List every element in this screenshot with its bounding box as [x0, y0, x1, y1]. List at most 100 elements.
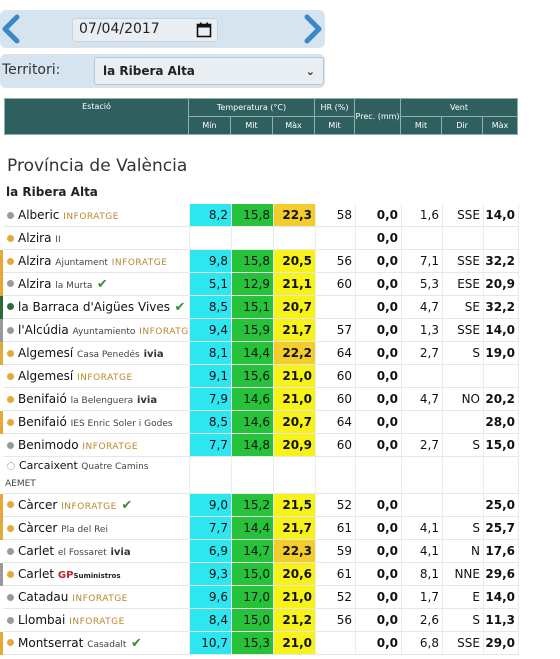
station-name-cell[interactable]: Càrcer INFORATGE ✔ — [0, 493, 190, 517]
station-name-cell[interactable]: Carlet el Fossaret ivia — [1, 539, 190, 563]
prec-cell: 0,0 — [355, 341, 402, 365]
vent-max-cell: 14,0 — [483, 585, 519, 609]
station-subname: la Belenguera — [70, 396, 134, 406]
table-row[interactable]: Algemesí Casa Penedés ivia 8,1 14,4 22,2 64 0… — [0, 341, 519, 365]
date-input[interactable]: 07/04/2017 — [72, 18, 218, 42]
station-name-cell[interactable]: Algemesí Casa Penedés ivia — [0, 341, 190, 365]
ivia-logo: ivia — [143, 349, 164, 360]
temp-mit-cell: 14,7 — [231, 539, 274, 563]
temp-max-cell: 21,7 — [273, 516, 316, 540]
calendar-icon[interactable] — [196, 22, 212, 38]
temp-mit-cell: 17,0 — [231, 585, 274, 609]
station-name-cell[interactable]: Benifaió IES Enric Soler i Godes — [0, 410, 190, 434]
table-row[interactable]: Llombai INFORATGE 8,4 15,0 21,2 56 0,0 2,6 S 11,… — [1, 608, 519, 632]
station-name: Algemesí — [18, 346, 74, 360]
prec-cell — [355, 456, 402, 494]
table-row[interactable]: l'Alcúdia Ayuntamiento INFORATGE 9,4 15,9 2… — [0, 318, 519, 342]
table-row[interactable]: Benimodo INFORATGE 7,7 14,8 20,9 60 0,0 2,7 S 15… — [1, 433, 519, 457]
table-row[interactable]: Alzira la Murta ✔ 5,1 12,9 21,1 60 0,0 5,3 ESE 2… — [0, 272, 519, 296]
station-name-cell[interactable]: Benifaió la Belenguera ivia — [1, 387, 190, 411]
station-name-cell[interactable]: Alberic INFORATGE — [1, 204, 190, 227]
table-row[interactable]: Algemesí INFORATGE 9,1 15,6 21,0 60 0,0 — [1, 364, 519, 388]
vent-dir-cell: SSE — [442, 631, 484, 655]
status-dot-icon — [7, 570, 14, 578]
vent-max-cell: 19,0 — [483, 341, 519, 365]
station-source: AEMET — [5, 479, 36, 489]
prec-cell: 0,0 — [355, 295, 402, 319]
table-row[interactable]: Alzira II 0,0 — [1, 226, 519, 250]
territori-select[interactable]: la Ribera Alta ⌄ — [94, 57, 324, 85]
table-row[interactable]: Alberic INFORATGE 8,2 15,8 22,3 58 0,0 1,6 SSE 1… — [1, 204, 519, 227]
table-row[interactable]: Benifaió la Belenguera ivia 7,9 14,6 21,0 60… — [1, 387, 519, 411]
table-row[interactable]: Alzira Ajuntament INFORATGE 9,8 15,8 20,5 56… — [0, 249, 519, 273]
next-day-arrow-icon[interactable] — [300, 14, 324, 44]
status-dot-icon — [7, 326, 14, 334]
check-icon: ✔ — [126, 635, 142, 651]
table-row[interactable]: Carlet GPSuministros 9,3 15,0 20,6 61 0,0 8,1 N… — [0, 562, 519, 586]
station-name-cell[interactable]: Benimodo INFORATGE — [1, 433, 190, 457]
station-name-cell[interactable]: Alzira la Murta ✔ — [0, 272, 190, 296]
header-vent-max: Màx — [482, 116, 519, 135]
station-name-cell[interactable]: Algemesí INFORATGE — [1, 364, 190, 388]
status-dot-icon — [7, 395, 14, 403]
status-dot-icon — [7, 461, 15, 470]
temp-mit-cell: 14,8 — [231, 433, 274, 457]
table-row[interactable]: Carcaixent Quatre Camins AEMET — [1, 456, 519, 494]
vent-max-cell: 11,3 — [483, 608, 519, 632]
station-name: Carlet — [18, 567, 55, 581]
prev-day-arrow-icon[interactable] — [0, 14, 24, 44]
station-name-cell[interactable]: Carlet GPSuministros — [0, 562, 190, 586]
temp-mit-cell: 15,0 — [231, 608, 274, 632]
temp-min-cell: 8,5 — [189, 295, 232, 319]
vent-dir-cell: SE — [442, 295, 484, 319]
table-row[interactable]: Benifaió IES Enric Soler i Godes 8,5 14,6 2… — [0, 410, 519, 434]
vent-dir-cell: N — [442, 539, 484, 563]
prec-cell: 0,0 — [355, 318, 402, 342]
vent-mit-cell: 1,6 — [401, 204, 443, 227]
temp-min-cell: 9,1 — [189, 364, 232, 388]
vent-dir-cell — [442, 364, 484, 388]
status-dot-icon — [7, 639, 14, 646]
station-name-cell[interactable]: Carcaixent Quatre Camins AEMET — [1, 456, 190, 494]
temp-mit-cell: 15,8 — [231, 249, 274, 273]
station-name: Catadau — [18, 590, 69, 604]
temp-max-cell: 21,0 — [273, 387, 316, 411]
station-name-cell[interactable]: Càrcer Pla del Rei — [0, 516, 190, 540]
station-name-cell[interactable]: la Barraca d'Aigües Vives ✔ — [0, 295, 190, 319]
temp-mit-cell: 15,1 — [231, 295, 274, 319]
temp-mit-cell: 15,8 — [231, 204, 274, 227]
hr-cell: 64 — [315, 410, 356, 434]
station-name-cell[interactable]: Alzira II — [1, 226, 190, 250]
station-name-cell[interactable]: Alzira Ajuntament INFORATGE — [0, 249, 190, 273]
vent-mit-cell: 5,3 — [401, 272, 443, 296]
vent-max-cell: 20,2 — [483, 387, 519, 411]
vent-mit-cell: 2,7 — [401, 433, 443, 457]
prec-cell: 0,0 — [355, 433, 402, 457]
hr-cell: 59 — [315, 539, 356, 563]
hr-cell: 64 — [315, 341, 356, 365]
table-row[interactable]: Càrcer Pla del Rei 7,7 14,4 21,7 61 0,0 4,1 S 25… — [0, 516, 519, 540]
table-row[interactable]: Càrcer INFORATGE ✔ 9,0 15,2 21,5 52 0,0 25,0 — [0, 493, 519, 517]
temp-mit-cell: 15,2 — [231, 493, 274, 517]
station-subname: Casa Penedés — [77, 350, 140, 360]
temp-max-cell: 20,7 — [273, 410, 316, 434]
vent-dir-cell: SSE — [442, 204, 484, 227]
table-row[interactable]: la Barraca d'Aigües Vives ✔ 8,5 15,1 20,7 0,… — [0, 295, 519, 319]
table-row[interactable]: Montserrat Casadalt ✔ 10,7 15,3 21,0 0,0 6,8 S… — [0, 631, 519, 655]
temp-min-cell: 7,7 — [189, 516, 232, 540]
vent-max-cell: 14,0 — [483, 318, 519, 342]
table-row[interactable]: Carlet el Fossaret ivia 6,9 14,7 22,3 59 0,0 4… — [1, 539, 519, 563]
vent-dir-cell — [442, 226, 484, 250]
hr-cell: 56 — [315, 249, 356, 273]
temp-mit-cell: 15,6 — [231, 364, 274, 388]
hr-cell: 60 — [315, 364, 356, 388]
ivia-logo: ivia — [136, 395, 158, 406]
station-name-cell[interactable]: l'Alcúdia Ayuntamiento INFORATGE — [0, 318, 190, 342]
vent-max-cell: 32,2 — [483, 249, 519, 273]
station-name-cell[interactable]: Montserrat Casadalt ✔ — [0, 631, 190, 655]
station-name-cell[interactable]: Llombai INFORATGE — [1, 608, 190, 632]
station-name-cell[interactable]: Catadau INFORATGE — [1, 585, 190, 609]
table-row[interactable]: Catadau INFORATGE 9,6 17,0 21,0 52 0,0 1,7 E 14,… — [1, 585, 519, 609]
status-dot-icon — [7, 616, 14, 624]
temp-max-cell: 22,3 — [273, 539, 316, 563]
